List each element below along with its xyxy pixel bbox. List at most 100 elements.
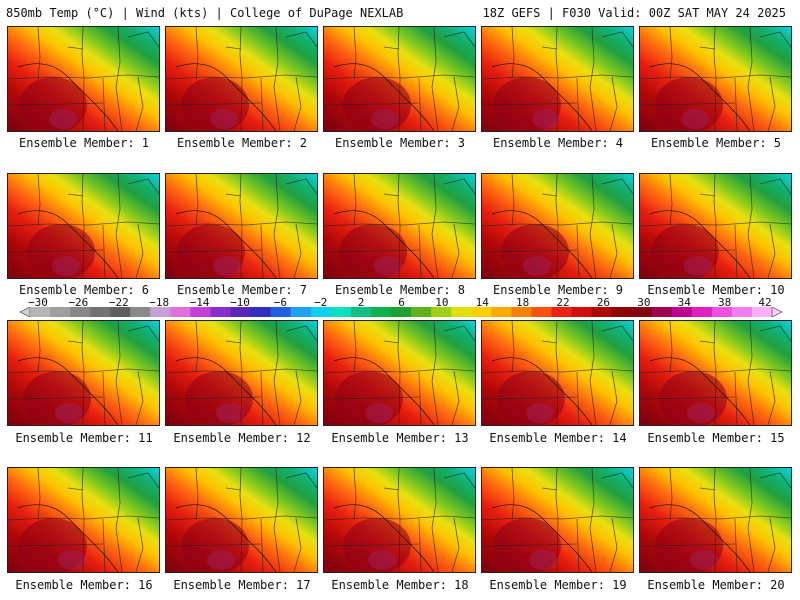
temperature-field: [640, 174, 791, 278]
colorbar-tick-label: 38: [717, 296, 732, 309]
colorbar-tick-label: 2: [357, 296, 365, 309]
temperature-field: [166, 174, 317, 278]
ensemble-member-map: [639, 320, 792, 426]
colorbar-swatch: [130, 307, 151, 317]
colorbar-swatch: [411, 307, 432, 317]
ensemble-member-label: Ensemble Member: 3: [334, 136, 466, 150]
colorbar-swatch: [531, 307, 552, 317]
ensemble-member-label: Ensemble Member: 14: [489, 431, 627, 445]
temperature-field: [482, 321, 633, 425]
ensemble-member-label: Ensemble Member: 13: [331, 431, 469, 445]
ensemble-member-label: Ensemble Member: 15: [647, 431, 785, 445]
temperature-field: [166, 27, 317, 131]
temperature-field: [324, 174, 475, 278]
ensemble-member-map: [7, 26, 160, 132]
colorbar-swatch: [190, 307, 211, 317]
ensemble-member-label: Ensemble Member: 9: [492, 283, 624, 297]
colorbar-tick-label: −18: [149, 296, 170, 309]
colorbar-swatch: [711, 307, 733, 317]
ensemble-member-map: [481, 467, 634, 573]
colorbar-swatch: [390, 307, 412, 317]
temperature-field: [324, 321, 475, 425]
colorbar-tick-label: −6: [273, 296, 287, 309]
colorbar-swatch: [210, 307, 232, 317]
colorbar-swatch: [310, 307, 332, 317]
colorbar-swatch: [611, 307, 633, 317]
colorbar-tick-label: 10: [435, 296, 449, 309]
ensemble-member-label: Ensemble Member: 11: [15, 431, 153, 445]
colorbar-swatch: [671, 307, 693, 317]
colorbar-tick-label: −22: [108, 296, 129, 309]
ensemble-member-label: Ensemble Member: 20: [647, 578, 785, 592]
colorbar-tick-label: 22: [556, 296, 570, 309]
ensemble-member-map: [7, 173, 160, 279]
colorbar-swatch: [691, 307, 713, 317]
colorbar-swatch: [270, 307, 292, 317]
colorbar-tick-label: 6: [398, 296, 405, 309]
colorbar-tick-label: 26: [596, 296, 611, 309]
temperature-field: [8, 174, 159, 278]
ensemble-member-label: Ensemble Member: 2: [176, 136, 308, 150]
colorbar-strip: [19, 307, 783, 317]
colorbar-swatch: [511, 307, 532, 317]
ensemble-member-map: [481, 26, 634, 132]
ensemble-member-label: Ensemble Member: 16: [15, 578, 153, 592]
ensemble-member-map: [639, 173, 792, 279]
colorbar-swatch: [250, 307, 272, 317]
colorbar-tick-label: 34: [677, 296, 691, 309]
ensemble-member-label: Ensemble Member: 4: [492, 136, 624, 150]
colorbar-tick-label: −10: [230, 296, 250, 309]
ensemble-member-label: Ensemble Member: 1: [18, 136, 150, 150]
colorbar-swatch: [70, 307, 91, 317]
colorbar-swatch: [230, 307, 252, 317]
ensemble-member-map: [7, 467, 160, 573]
colorbar-swatch: [491, 307, 512, 317]
temperature-field: [640, 321, 791, 425]
colorbar-tick-label: 42: [758, 296, 772, 309]
ensemble-member-map: [481, 320, 634, 426]
ensemble-member-map: [165, 320, 318, 426]
ensemble-member-map: [481, 173, 634, 279]
colorbar-swatch: [731, 307, 753, 317]
colorbar-swatch: [150, 307, 171, 317]
ensemble-member-map: [7, 320, 160, 426]
colorbar-tick-label: 30: [637, 296, 651, 309]
colorbar-tick-label: −2: [314, 296, 328, 309]
ensemble-member-map: [323, 173, 476, 279]
model-run-info: 18Z GEFS | F030 Valid: 00Z SAT MAY 24 20…: [482, 6, 786, 20]
ensemble-member-map: [165, 173, 318, 279]
temperature-field: [324, 468, 475, 572]
colorbar-swatch: [290, 307, 312, 317]
temperature-field: [482, 27, 633, 131]
ensemble-member-map: [639, 467, 792, 573]
ensemble-member-map: [165, 467, 318, 573]
colorbar-swatch: [110, 307, 131, 317]
ensemble-member-map: [639, 26, 792, 132]
colorbar-max-arrow: [771, 307, 783, 317]
colorbar-swatch: [471, 307, 492, 317]
temperature-colorbar: −30 −26 −22 −18 −14 −10 −6 −2 2 6 10 14 18 22 26 30 34 38…: [0, 296, 800, 318]
temperature-field: [324, 27, 475, 131]
temperature-field: [8, 468, 159, 572]
ensemble-member-map: [323, 26, 476, 132]
temperature-field: [640, 468, 791, 572]
colorbar-swatch: [651, 307, 673, 317]
ensemble-member-label: Ensemble Member: 6: [18, 283, 150, 297]
ensemble-member-label: Ensemble Member: 18: [331, 578, 469, 592]
colorbar-swatch: [551, 307, 572, 317]
colorbar-swatch: [631, 307, 653, 317]
ensemble-member-label: Ensemble Member: 10: [647, 283, 785, 297]
colorbar-swatch: [751, 307, 773, 317]
ensemble-member-map: [323, 467, 476, 573]
ensemble-member-label: Ensemble Member: 19: [489, 578, 627, 592]
map-header: 850mb Temp (°C) | Wind (kts) | College o…: [0, 0, 800, 24]
ensemble-member-map: [165, 26, 318, 132]
colorbar-swatch: [30, 307, 51, 317]
colorbar-swatch: [330, 307, 352, 317]
temperature-field: [8, 27, 159, 131]
temperature-field: [482, 468, 633, 572]
colorbar-swatch: [571, 307, 593, 317]
colorbar-swatch: [591, 307, 613, 317]
colorbar-tick-label: −14: [189, 296, 210, 309]
colorbar-min-arrow: [19, 307, 31, 317]
